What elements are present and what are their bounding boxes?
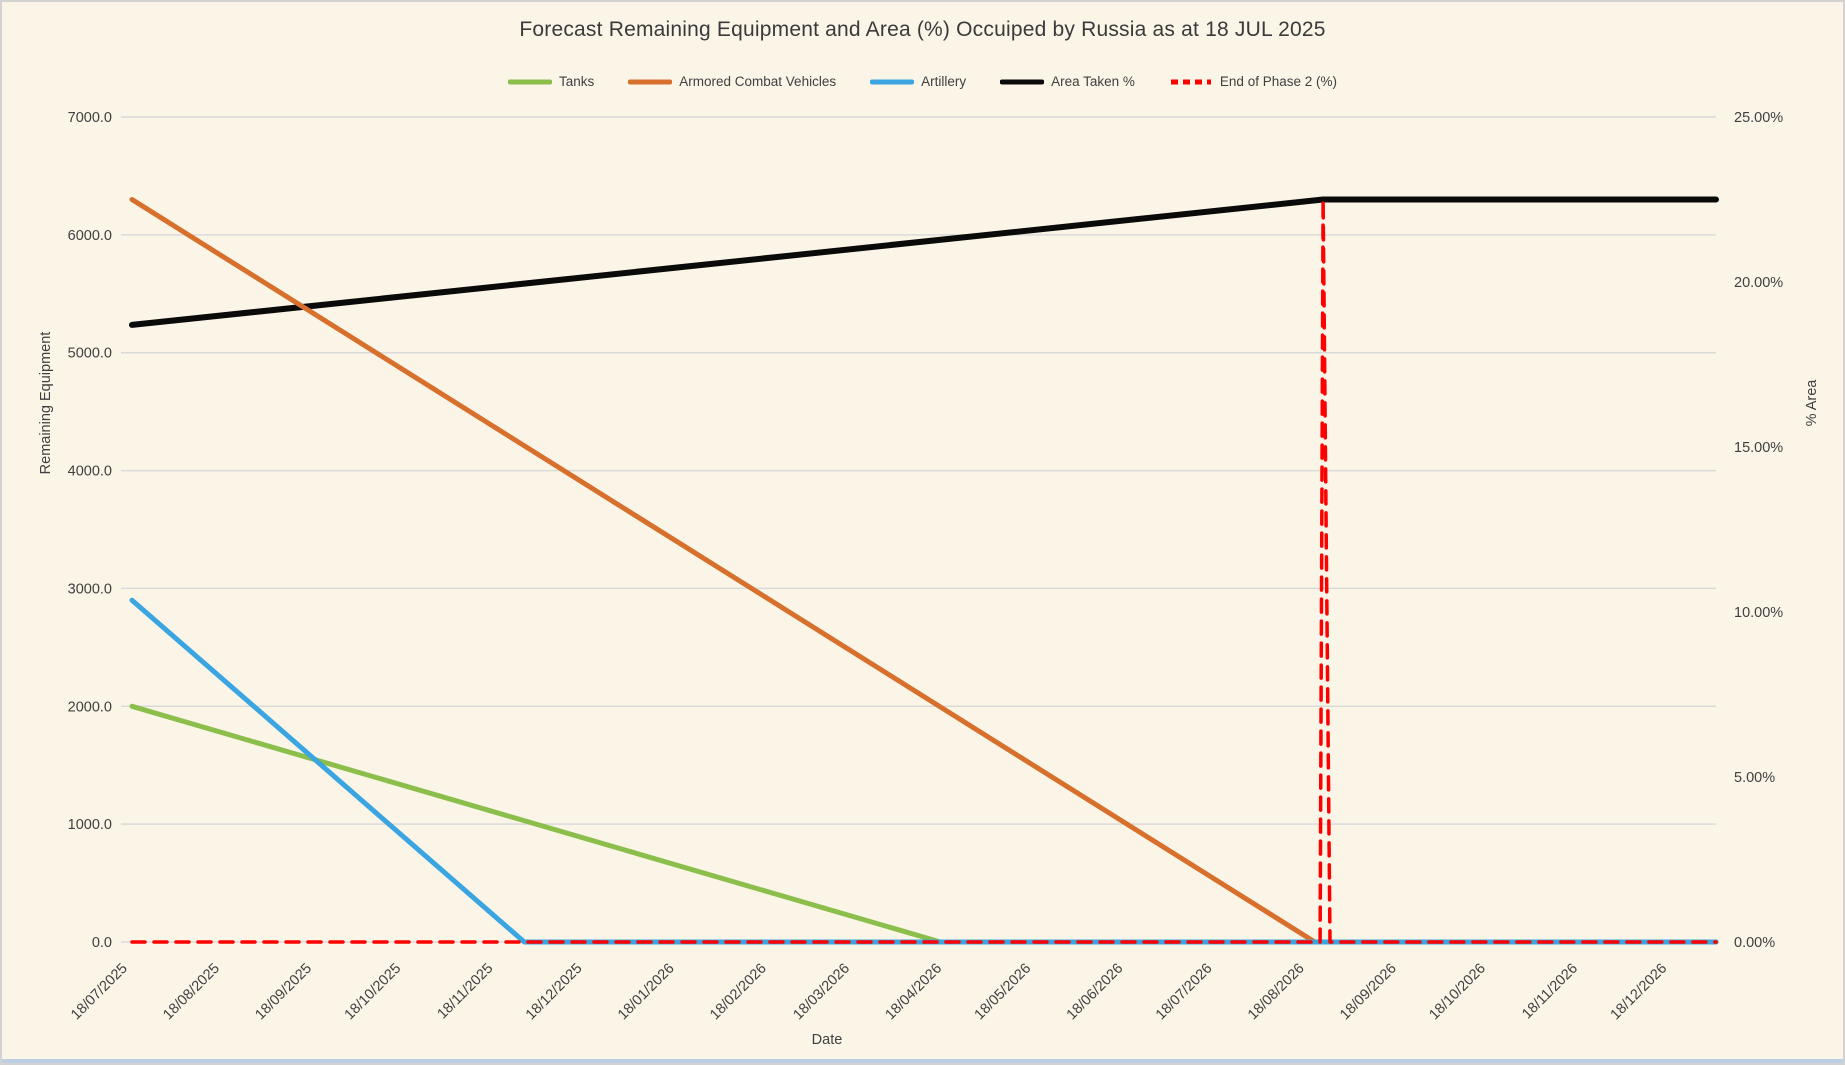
x-tick-label: 18/06/2026 [1064, 961, 1127, 1024]
x-tick-label: 18/04/2026 [882, 961, 945, 1024]
x-tick-label: 18/07/2026 [1153, 961, 1216, 1024]
x-tick-label: 18/08/2025 [160, 961, 223, 1024]
y-right-tick-label: 0.00% [1734, 935, 1775, 951]
window-bottom-edge [2, 1059, 1843, 1063]
legend-swatch-area_taken [1000, 79, 1045, 84]
x-tick-label: 18/05/2026 [972, 961, 1035, 1024]
legend-swatch-artillery [870, 79, 915, 84]
x-tick-label: 18/12/2025 [523, 961, 586, 1024]
legend-swatch-end_phase2 [1170, 79, 1211, 84]
x-tick-label: 18/12/2026 [1608, 961, 1671, 1024]
x-axis-title: Date [811, 1032, 843, 1048]
legend-item: Tanks [507, 74, 595, 89]
chart-title: Forecast Remaining Equipment and Area (%… [519, 18, 1326, 41]
x-tick-label: 18/09/2026 [1337, 961, 1400, 1024]
y-left-tick-label: 6000.0 [68, 228, 112, 244]
chart-legend: Tanks Armored Combat Vehicles Artillery Are… [2, 74, 1843, 89]
legend-label: Area Taken % [1051, 74, 1135, 89]
y-left-tick-label: 5000.0 [68, 346, 112, 362]
y-left-tick-label: 7000.0 [68, 110, 112, 126]
series-line-acv [129, 197, 1719, 945]
x-tick-label: 18/09/2025 [252, 961, 315, 1024]
x-tick-label: 18/08/2026 [1245, 961, 1308, 1024]
y-right-tick-label: 10.00% [1734, 605, 1783, 621]
x-tick-label: 18/10/2026 [1426, 961, 1489, 1024]
series-line-artillery [129, 597, 1719, 945]
legend-item: Artillery [870, 74, 966, 89]
legend-item: End of Phase 2 (%) [1169, 74, 1337, 89]
x-tick-label: 18/03/2026 [790, 961, 853, 1024]
series-line-area_taken [129, 196, 1719, 328]
x-tick-label: 18/11/2025 [434, 961, 496, 1023]
x-tick-label: 18/11/2026 [1519, 961, 1581, 1023]
y-right-tick-label: 5.00% [1734, 770, 1775, 786]
legend-label: Tanks [558, 74, 595, 89]
legend-item: Area Taken % [1000, 74, 1135, 89]
legend-label: Artillery [921, 74, 967, 89]
y-right-tick-label: 20.00% [1734, 275, 1783, 291]
x-tick-label: 18/02/2026 [707, 961, 770, 1024]
legend-item: Armored Combat Vehicles [628, 74, 836, 89]
y-right-tick-label: 25.00% [1734, 110, 1783, 126]
legend-swatch-tanks [507, 79, 552, 84]
y-left-tick-label: 2000.0 [68, 699, 112, 715]
legend-label: End of Phase 2 (%) [1219, 74, 1337, 89]
y-left-tick-label: 1000.0 [68, 817, 112, 833]
x-tick-label: 18/07/2025 [68, 961, 131, 1024]
y-left-tick-label: 0.0 [92, 935, 112, 951]
legend-label: Armored Combat Vehicles [679, 74, 837, 89]
y-right-tick-label: 15.00% [1734, 440, 1783, 456]
series-line-end_phase2 [130, 197, 1718, 944]
legend-swatch-acv [628, 79, 673, 84]
y-left-tick-label: 3000.0 [68, 581, 112, 597]
x-tick-label: 18/10/2025 [342, 961, 405, 1024]
y-left-tick-label: 4000.0 [68, 464, 112, 480]
x-tick-label: 18/01/2026 [615, 961, 678, 1024]
